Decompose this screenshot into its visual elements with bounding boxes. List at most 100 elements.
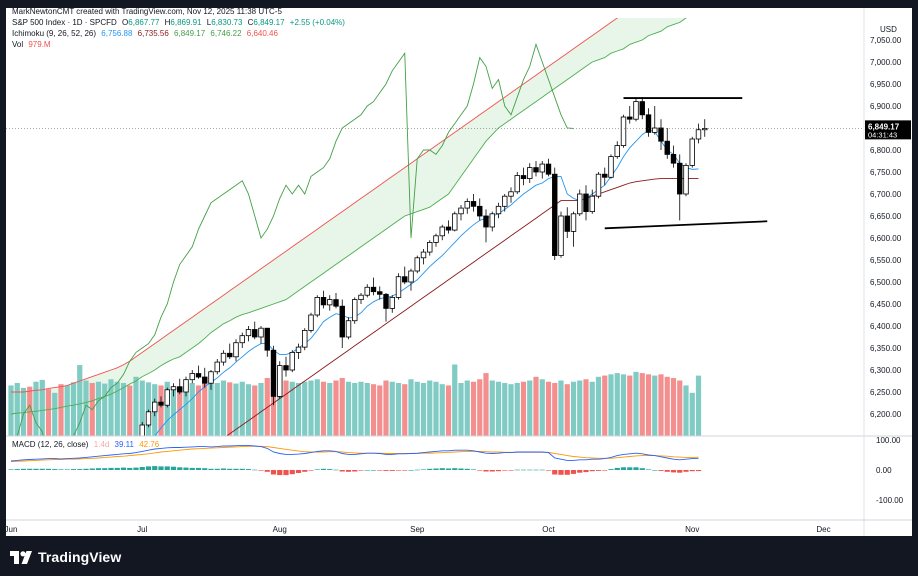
macd-histogram-bar xyxy=(383,470,389,471)
macd-histogram-bar xyxy=(577,470,583,473)
volume-bar xyxy=(608,374,614,436)
ichimoku-chikou: 6,849.17 xyxy=(174,29,206,38)
candle-up xyxy=(34,510,39,520)
volume-bar xyxy=(239,381,245,436)
macd-histogram-bar xyxy=(689,470,695,472)
candle-down xyxy=(90,485,95,489)
macd-histogram-bar xyxy=(589,470,595,472)
candle-down xyxy=(252,329,258,338)
macd-histogram-bar xyxy=(33,468,39,470)
drawn-annotations[interactable] xyxy=(604,97,768,230)
macd-histogram-bar xyxy=(452,468,458,470)
macd-histogram-bar xyxy=(202,468,208,470)
candle-up xyxy=(489,213,495,228)
macd-histogram-bar xyxy=(289,470,295,475)
candle-up xyxy=(65,509,70,519)
candle-down xyxy=(445,226,452,231)
ichimoku-span-b: 6,640.46 xyxy=(246,29,278,38)
time-tick-label: Jun xyxy=(6,525,17,534)
macd-histogram-bar xyxy=(58,469,64,470)
candle-up xyxy=(527,167,533,180)
current-price-tag xyxy=(865,120,911,140)
volume-bar xyxy=(508,384,514,436)
candle-down xyxy=(158,401,164,406)
volume-bar xyxy=(377,385,383,436)
macd-histogram-bar xyxy=(327,469,333,470)
candle-down xyxy=(383,293,389,309)
macd-histogram-bar xyxy=(358,470,364,471)
volume-bar xyxy=(314,379,320,436)
chart-legend: MarkNewtonCMT created with TradingView.c… xyxy=(12,6,348,50)
macd-histogram-bar xyxy=(614,467,620,470)
candle-down xyxy=(27,517,32,519)
candle-up xyxy=(170,386,177,391)
macd-histogram-bar xyxy=(152,466,158,470)
candle-down xyxy=(195,373,202,378)
candle-up xyxy=(452,213,458,231)
macd-tick-label: 0.00 xyxy=(876,466,892,475)
volume-bar xyxy=(177,387,183,436)
macd-histogram-bar xyxy=(308,470,314,471)
macd-histogram-bar xyxy=(114,467,120,470)
candle-down xyxy=(664,140,670,155)
chart-svg[interactable]: USD 6,200.00 6,250.00 6,300.00 6,350.00 6,400… xyxy=(6,8,912,536)
footer-bar xyxy=(0,536,918,576)
macd-histogram-bar xyxy=(420,469,427,470)
price-tick-label: 6,500.00 xyxy=(870,278,902,287)
candle-down xyxy=(333,299,339,307)
volume-bar xyxy=(445,385,452,436)
volume-bar xyxy=(227,382,233,436)
volume-bar xyxy=(308,380,314,436)
candle-up xyxy=(71,501,76,508)
ichimoku-label[interactable]: Ichimoku (9, 26, 52, 26) xyxy=(12,29,97,38)
candle-down xyxy=(545,163,552,175)
volume-bar xyxy=(670,378,677,436)
macd-histogram-bar xyxy=(508,470,514,471)
candle-down xyxy=(583,193,589,213)
macd-histogram-bar xyxy=(489,470,495,472)
candle-up xyxy=(433,235,439,243)
ohlc-high: 6,869.91 xyxy=(170,18,202,27)
candle-up xyxy=(514,175,520,193)
macd-label[interactable]: MACD (12, 26, close) xyxy=(12,440,89,449)
symbol-name[interactable]: S&P 500 Index · 1D · SPCFD xyxy=(12,18,117,27)
candle-up xyxy=(214,361,220,373)
candle-up xyxy=(689,138,695,166)
volume-bar xyxy=(645,374,652,436)
volume-bar xyxy=(233,383,239,436)
tradingview-logo[interactable]: TradingView xyxy=(10,548,121,566)
vol-label[interactable]: Vol xyxy=(12,40,24,49)
volume-bar xyxy=(639,373,645,436)
candle-up xyxy=(395,276,402,298)
ichimoku-tenkan: 6,756.88 xyxy=(101,29,133,38)
macd-histogram-bar xyxy=(345,470,352,472)
candlesticks[interactable] xyxy=(9,97,708,536)
volume-bar xyxy=(558,380,564,436)
macd-histogram-bar xyxy=(533,469,539,471)
candle-up xyxy=(208,371,214,384)
candle-up xyxy=(308,314,314,331)
volume-bar xyxy=(620,374,627,436)
candle-down xyxy=(283,365,289,371)
macd-histogram-bar xyxy=(483,470,489,472)
volume-bar xyxy=(545,381,552,436)
candle-down xyxy=(564,215,570,232)
chikou-span-line xyxy=(16,42,574,436)
macd-histogram-bar xyxy=(220,468,227,470)
macd-histogram-bar xyxy=(270,470,277,475)
macd-signal-value: 42.76 xyxy=(139,440,160,449)
macd-line xyxy=(10,444,699,462)
macd-histogram-bar xyxy=(539,469,545,471)
candle-up xyxy=(539,163,545,173)
macd-histogram-bar xyxy=(527,469,533,471)
candle-up xyxy=(314,296,320,316)
macd-histogram-bar xyxy=(658,470,664,471)
volume-bar xyxy=(402,384,408,436)
time-tick-label: Dec xyxy=(816,525,830,534)
volume-bar xyxy=(277,376,283,436)
candle-down xyxy=(59,506,64,518)
volume-bar xyxy=(483,373,489,436)
volume-bar xyxy=(95,381,102,436)
axes: USD 6,200.00 6,250.00 6,300.00 6,350.00 6,400… xyxy=(6,8,912,536)
macd-histogram-bar xyxy=(227,468,233,470)
